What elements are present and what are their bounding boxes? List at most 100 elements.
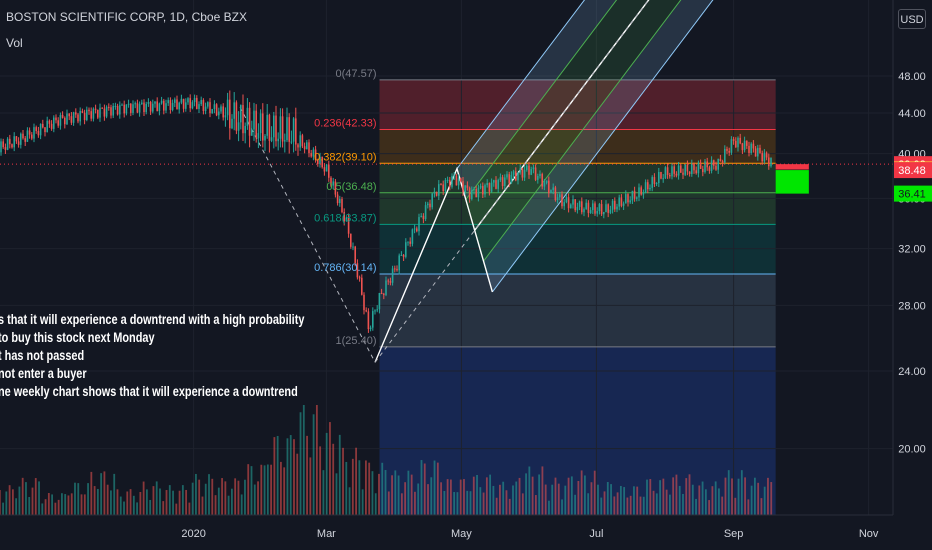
candle-body xyxy=(189,98,191,109)
candle-body xyxy=(156,101,158,112)
candle-body xyxy=(653,177,656,184)
volume-bar xyxy=(443,490,446,515)
candle-body xyxy=(768,157,770,167)
candle-body xyxy=(763,152,766,162)
candle-body xyxy=(501,177,504,187)
candle-body xyxy=(193,97,196,103)
candle-body xyxy=(215,104,218,116)
candle-body xyxy=(565,197,568,203)
candle-body xyxy=(589,210,592,214)
volume-bar xyxy=(459,479,462,515)
volume-bar xyxy=(711,486,714,515)
volume-bar xyxy=(244,479,246,515)
candle-body xyxy=(607,204,609,213)
candle-body xyxy=(640,187,642,195)
fib-zone xyxy=(379,274,776,347)
volume-bar xyxy=(564,485,567,515)
volume-bar xyxy=(280,461,282,515)
currency-button[interactable]: USD xyxy=(898,9,926,29)
volume-bar xyxy=(351,458,354,515)
volume-bar xyxy=(289,435,292,515)
volume-bar xyxy=(368,462,371,515)
symbol-title[interactable]: BOSTON SCIENTIFIC CORP, 1D, Cboe BZX xyxy=(6,10,247,24)
pitchfork-upper-quarter-line xyxy=(465,0,618,200)
candle-body xyxy=(141,102,143,105)
volume-bar xyxy=(165,490,168,515)
candle-body xyxy=(31,134,33,139)
candle-body xyxy=(301,135,304,147)
candle-body xyxy=(517,172,519,181)
volume-bar xyxy=(371,471,374,515)
candle-body xyxy=(290,141,293,143)
volume-bar xyxy=(322,470,325,515)
candle-body xyxy=(622,203,625,206)
candle-body xyxy=(600,204,603,215)
candle-body xyxy=(270,137,273,141)
volume-bar xyxy=(319,446,322,515)
candle-body xyxy=(174,99,176,103)
candle-body xyxy=(684,164,686,175)
volume-bar xyxy=(41,503,44,515)
volume-bar xyxy=(51,494,54,515)
candle-body xyxy=(708,167,711,171)
volume-bar xyxy=(116,489,119,515)
volume-bar xyxy=(727,470,730,515)
candle-body xyxy=(710,160,713,171)
candle-body xyxy=(691,163,693,174)
candle-body xyxy=(237,122,240,131)
volume-bar xyxy=(335,473,338,515)
volume-bar xyxy=(420,460,423,515)
volume-bar xyxy=(698,485,701,515)
candle-body xyxy=(484,185,486,195)
candle-body xyxy=(398,255,400,271)
volume-bar xyxy=(515,481,518,515)
candle-body xyxy=(713,160,715,166)
volume-bar xyxy=(270,464,273,515)
candle-body xyxy=(686,164,689,172)
volume-bar xyxy=(584,475,586,515)
candle-body xyxy=(741,143,744,151)
annotation-text[interactable]: s that it will experience a downtrend wi… xyxy=(0,310,304,400)
candle-body xyxy=(770,157,772,167)
candle-body xyxy=(334,181,337,195)
candle-body xyxy=(246,107,249,126)
candle-body xyxy=(658,172,660,184)
volume-bar xyxy=(551,484,554,515)
volume-bar xyxy=(502,481,505,515)
candle-body xyxy=(506,174,508,178)
candle-body xyxy=(409,241,411,244)
price-tick-label: 32.00 xyxy=(898,244,926,256)
candle-body xyxy=(416,228,418,232)
candle-body xyxy=(585,202,587,210)
candle-body xyxy=(752,143,755,149)
candle-body xyxy=(581,201,583,213)
volume-bar xyxy=(2,502,4,515)
candle-body xyxy=(262,113,264,141)
candle-body xyxy=(328,164,330,178)
volume-bar xyxy=(263,465,266,515)
candle-body xyxy=(312,149,315,157)
volume-bar xyxy=(499,484,501,515)
volume-bar xyxy=(521,493,524,515)
candle-body xyxy=(477,187,480,198)
volume-bar xyxy=(708,500,711,515)
candle-body xyxy=(361,277,363,295)
volume-bar xyxy=(142,481,145,515)
candle-body xyxy=(116,105,119,115)
candle-body xyxy=(482,186,484,195)
candle-body xyxy=(339,199,341,204)
candle-body xyxy=(297,144,299,148)
volume-bar xyxy=(87,483,89,515)
candle-body xyxy=(592,203,594,211)
volume-bar xyxy=(90,471,93,515)
volume-indicator-label[interactable]: Vol xyxy=(6,36,23,50)
candle-body xyxy=(655,183,658,185)
candle-body xyxy=(147,102,150,104)
candle-body xyxy=(240,105,242,123)
volume-bar xyxy=(162,501,165,515)
fib-zone xyxy=(379,224,776,275)
volume-bar xyxy=(740,470,743,515)
volume-bar xyxy=(469,491,472,515)
volume-bar xyxy=(597,484,599,515)
